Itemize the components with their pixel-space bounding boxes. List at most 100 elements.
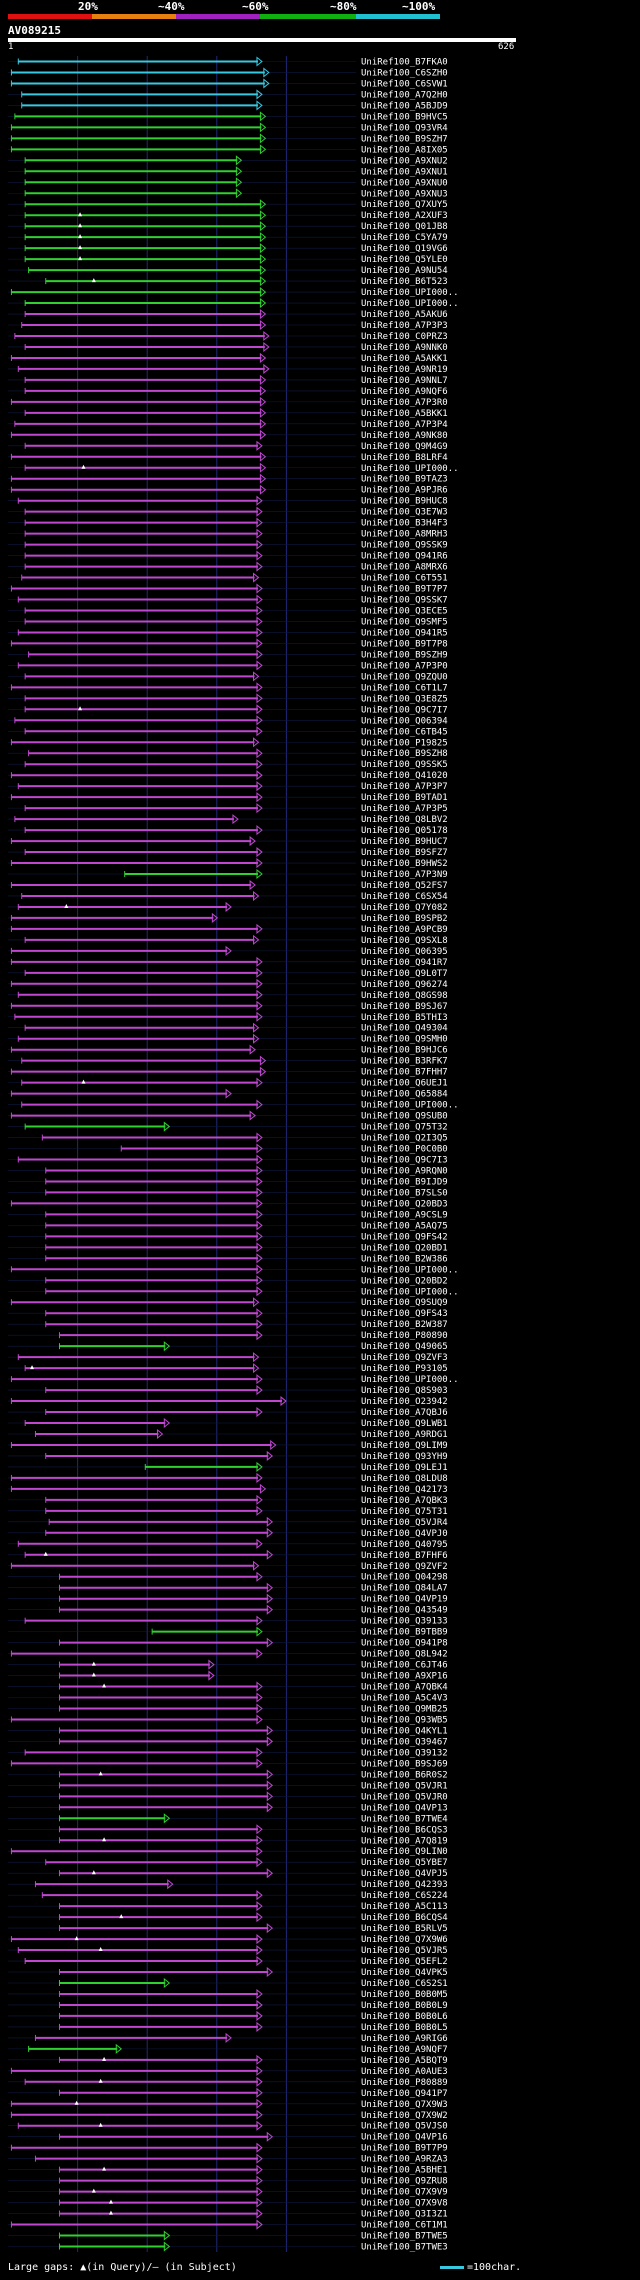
hit-label[interactable]: UniRef100_Q9C7I7 bbox=[361, 705, 448, 715]
hit-label[interactable]: UniRef100_P93105 bbox=[361, 1364, 448, 1374]
hit-label[interactable]: UniRef100_B9SZH9 bbox=[361, 650, 448, 660]
hit-label[interactable]: UniRef100_A8MRH3 bbox=[361, 530, 448, 540]
hit-label[interactable]: UniRef100_B7SLS0 bbox=[361, 1188, 448, 1198]
hit-label[interactable]: UniRef100_A9PJR6 bbox=[361, 486, 448, 496]
hit-label[interactable]: UniRef100_Q4VP13 bbox=[361, 1803, 448, 1813]
hit-label[interactable]: UniRef100_A7QBK3 bbox=[361, 1496, 448, 1506]
hit-label[interactable]: UniRef100_B9SFZ7 bbox=[361, 848, 448, 858]
hit-label[interactable]: UniRef100_B8LRF4 bbox=[361, 453, 448, 463]
hit-label[interactable]: UniRef100_Q4VPK5 bbox=[361, 1968, 448, 1978]
hit-label[interactable]: UniRef100_B9SJ69 bbox=[361, 1759, 448, 1769]
hit-label[interactable]: UniRef100_Q43549 bbox=[361, 1606, 448, 1616]
hit-label[interactable]: UniRef100_P19825 bbox=[361, 738, 448, 748]
hit-label[interactable]: UniRef100_Q19VG6 bbox=[361, 244, 448, 254]
hit-label[interactable]: UniRef100_Q9SMH0 bbox=[361, 1035, 448, 1045]
hit-label[interactable]: UniRef100_Q3I3Z1 bbox=[361, 2210, 448, 2220]
hit-label[interactable]: UniRef100_Q9ZRU8 bbox=[361, 2177, 448, 2187]
hit-label[interactable]: UniRef100_A7Q819 bbox=[361, 1836, 448, 1846]
hit-label[interactable]: UniRef100_Q93VR4 bbox=[361, 123, 448, 133]
hit-label[interactable]: UniRef100_Q5VJR4 bbox=[361, 1518, 448, 1528]
hit-label[interactable]: UniRef100_Q20BD3 bbox=[361, 1199, 448, 1209]
hit-label[interactable]: UniRef100_B0B0L9 bbox=[361, 2001, 448, 2011]
hit-label[interactable]: UniRef100_A9XNU1 bbox=[361, 167, 448, 177]
hit-label[interactable]: UniRef100_A9NQF7 bbox=[361, 2045, 448, 2055]
hit-label[interactable]: UniRef100_A5C113 bbox=[361, 1902, 448, 1912]
hit-label[interactable]: UniRef100_Q5YLE0 bbox=[361, 255, 448, 265]
hit-label[interactable]: UniRef100_A7P3P5 bbox=[361, 804, 448, 814]
hit-label[interactable]: UniRef100_A5BJD9 bbox=[361, 101, 448, 111]
hit-label[interactable]: UniRef100_Q9SSK9 bbox=[361, 541, 448, 551]
hit-label[interactable]: UniRef100_B9TAZ3 bbox=[361, 475, 448, 485]
hit-label[interactable]: UniRef100_Q9ZVF3 bbox=[361, 1353, 448, 1363]
hit-label[interactable]: UniRef100_Q9ZQU0 bbox=[361, 672, 448, 682]
hit-label[interactable]: UniRef100_Q8L942 bbox=[361, 1650, 448, 1660]
hit-label[interactable]: UniRef100_Q5VJR1 bbox=[361, 1781, 448, 1791]
hit-label[interactable]: UniRef100_Q4VPJ5 bbox=[361, 1869, 448, 1879]
hit-label[interactable]: UniRef100_A7P3P4 bbox=[361, 420, 448, 430]
hit-label[interactable]: UniRef100_UPI000.. bbox=[361, 1287, 459, 1297]
hit-label[interactable]: UniRef100_A9RIG6 bbox=[361, 2034, 448, 2044]
hit-label[interactable]: UniRef100_A9PCB9 bbox=[361, 925, 448, 935]
hit-label[interactable]: UniRef100_B5THI3 bbox=[361, 1013, 448, 1023]
hit-label[interactable]: UniRef100_Q7XUY5 bbox=[361, 200, 448, 210]
hit-label[interactable]: UniRef100_A9NNL7 bbox=[361, 376, 448, 386]
hit-label[interactable]: UniRef100_A0AUE3 bbox=[361, 2067, 448, 2077]
hit-label[interactable]: UniRef100_Q9ZVF2 bbox=[361, 1562, 448, 1572]
hit-label[interactable]: UniRef100_C6SZH0 bbox=[361, 68, 448, 78]
hit-label[interactable]: UniRef100_Q7X9W6 bbox=[361, 1935, 448, 1945]
hit-label[interactable]: UniRef100_Q9LWB1 bbox=[361, 1419, 448, 1429]
hit-label[interactable]: UniRef100_Q9SSK7 bbox=[361, 596, 448, 606]
hit-label[interactable]: UniRef100_Q20BD1 bbox=[361, 1243, 448, 1253]
hit-label[interactable]: UniRef100_Q7X9W2 bbox=[361, 2111, 448, 2121]
hit-label[interactable]: UniRef100_A5AKU6 bbox=[361, 310, 448, 320]
hit-label[interactable]: UniRef100_Q96274 bbox=[361, 980, 448, 990]
hit-label[interactable]: UniRef100_Q9L0T7 bbox=[361, 969, 448, 979]
hit-label[interactable]: UniRef100_O23942 bbox=[361, 1397, 448, 1407]
hit-label[interactable]: UniRef100_Q06394 bbox=[361, 716, 448, 726]
hit-label[interactable]: UniRef100_A2XUF3 bbox=[361, 211, 448, 221]
hit-label[interactable]: UniRef100_Q4VPJ0 bbox=[361, 1529, 448, 1539]
hit-label[interactable]: UniRef100_B9SPB2 bbox=[361, 914, 448, 924]
hit-label[interactable]: UniRef100_Q93WB5 bbox=[361, 1715, 448, 1725]
hit-label[interactable]: UniRef100_Q9MB25 bbox=[361, 1704, 448, 1714]
hit-label[interactable]: UniRef100_C6T1M1 bbox=[361, 2221, 448, 2231]
hit-label[interactable]: UniRef100_A9RZA3 bbox=[361, 2155, 448, 2165]
hit-label[interactable]: UniRef100_A8MRX6 bbox=[361, 563, 448, 573]
hit-label[interactable]: UniRef100_Q4VP19 bbox=[361, 1595, 448, 1605]
hit-label[interactable]: UniRef100_Q9C7I3 bbox=[361, 1155, 448, 1165]
hit-label[interactable]: UniRef100_Q5EFL2 bbox=[361, 1957, 448, 1967]
hit-label[interactable]: UniRef100_C6S2S1 bbox=[361, 1979, 448, 1989]
hit-label[interactable]: UniRef100_B7FKA0 bbox=[361, 57, 448, 67]
hit-label[interactable]: UniRef100_Q941P7 bbox=[361, 2089, 448, 2099]
hit-label[interactable]: UniRef100_A5BQT9 bbox=[361, 2056, 448, 2066]
hit-label[interactable]: UniRef100_A7P3R0 bbox=[361, 398, 448, 408]
hit-label[interactable]: UniRef100_Q4KYL1 bbox=[361, 1726, 448, 1736]
hit-label[interactable]: UniRef100_A7QBJ6 bbox=[361, 1408, 448, 1418]
hit-label[interactable]: UniRef100_C6SVW1 bbox=[361, 79, 448, 89]
hit-label[interactable]: UniRef100_A7P3P7 bbox=[361, 782, 448, 792]
hit-label[interactable]: UniRef100_B6CQS3 bbox=[361, 1825, 448, 1835]
hit-label[interactable]: UniRef100_A7QBK4 bbox=[361, 1683, 448, 1693]
hit-label[interactable]: UniRef100_Q49304 bbox=[361, 1024, 448, 1034]
hit-label[interactable]: UniRef100_B9T7P7 bbox=[361, 585, 448, 595]
hit-label[interactable]: UniRef100_B9T7P9 bbox=[361, 2144, 448, 2154]
hit-label[interactable]: UniRef100_C6S224 bbox=[361, 1891, 448, 1901]
hit-label[interactable]: UniRef100_C6SX54 bbox=[361, 892, 448, 902]
hit-label[interactable]: UniRef100_B9SJ67 bbox=[361, 1002, 448, 1012]
hit-label[interactable]: UniRef100_B9HUC7 bbox=[361, 837, 448, 847]
hit-label[interactable]: UniRef100_B9SZH7 bbox=[361, 134, 448, 144]
hit-label[interactable]: UniRef100_B6CQS4 bbox=[361, 1913, 448, 1923]
hit-label[interactable]: UniRef100_A9CSL9 bbox=[361, 1210, 448, 1220]
hit-label[interactable]: UniRef100_A9NQF6 bbox=[361, 387, 448, 397]
hit-label[interactable]: UniRef100_A7Q2H0 bbox=[361, 90, 448, 100]
hit-label[interactable]: UniRef100_Q9SUB0 bbox=[361, 1112, 448, 1122]
hit-label[interactable]: UniRef100_Q04298 bbox=[361, 1573, 448, 1583]
hit-label[interactable]: UniRef100_A9XP16 bbox=[361, 1672, 448, 1682]
hit-label[interactable]: UniRef100_C0PRZ3 bbox=[361, 332, 448, 342]
hit-label[interactable]: UniRef100_UPI000.. bbox=[361, 464, 459, 474]
hit-label[interactable]: UniRef100_P80890 bbox=[361, 1331, 448, 1341]
hit-label[interactable]: UniRef100_Q8GS98 bbox=[361, 991, 448, 1001]
hit-label[interactable]: UniRef100_B9SZH8 bbox=[361, 749, 448, 759]
hit-label[interactable]: UniRef100_A9RDG1 bbox=[361, 1430, 448, 1440]
hit-label[interactable]: UniRef100_Q9SXL8 bbox=[361, 936, 448, 946]
